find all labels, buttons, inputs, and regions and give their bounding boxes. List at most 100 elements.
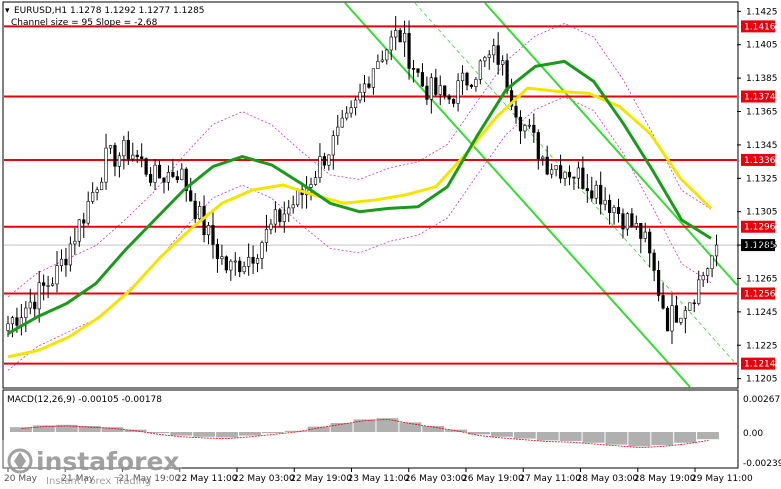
time-tick-label: 21 May 19:00 xyxy=(119,474,181,484)
level-tag xyxy=(741,287,775,300)
regression-channel xyxy=(344,2,738,388)
candle-body xyxy=(394,30,398,38)
candle-body xyxy=(33,301,37,310)
candle-body xyxy=(340,117,344,128)
candle-body xyxy=(612,207,616,213)
candle-body xyxy=(456,80,460,104)
candle-body xyxy=(590,190,594,199)
macd-bar xyxy=(216,432,239,438)
candle-body xyxy=(273,209,277,225)
macd-bar xyxy=(330,423,353,432)
candle-body xyxy=(545,156,549,175)
candle-body xyxy=(77,219,81,242)
candle-body xyxy=(166,172,171,183)
candle-body xyxy=(131,154,135,160)
watermark-tagline: Instant Forex Trading xyxy=(46,476,151,487)
candle-body xyxy=(149,174,153,183)
candle-body xyxy=(434,77,438,95)
price-tick-label: 1.1345 xyxy=(746,141,778,151)
candle-body xyxy=(282,213,286,222)
macd-bar xyxy=(536,432,559,441)
candle-body xyxy=(189,190,193,202)
macd-bar xyxy=(559,432,582,441)
candle-body xyxy=(291,204,295,209)
macd-bar xyxy=(674,432,697,443)
candle-body xyxy=(518,116,523,132)
candle-body xyxy=(438,85,442,95)
macd-bar xyxy=(101,427,124,432)
level-tag-label: 1.1336 xyxy=(744,156,776,166)
symbol-line: EURUSD,H1 1.1278 1.1292 1.1277 1.1285 xyxy=(14,6,205,16)
candle-body xyxy=(362,83,367,93)
candle-body xyxy=(55,265,59,285)
candle-body xyxy=(554,165,558,170)
candle-body xyxy=(429,77,433,100)
envelope-upper-line xyxy=(7,23,712,298)
candle-body xyxy=(331,135,335,156)
instaforex-logo-icon xyxy=(7,448,33,474)
level-tag xyxy=(741,153,775,166)
macd-bar xyxy=(376,418,399,432)
candle-body xyxy=(215,244,220,259)
candle-body xyxy=(99,181,104,191)
time-tick-label: 22 May 19:00 xyxy=(290,474,352,484)
candle-body xyxy=(211,225,215,245)
candle-body xyxy=(24,307,28,318)
macd-signal-line xyxy=(21,418,709,449)
candle-body xyxy=(86,201,90,224)
candle-body xyxy=(82,219,86,224)
candle-body xyxy=(42,282,46,286)
candle-body xyxy=(550,169,554,175)
candle-body xyxy=(336,126,340,136)
price-tick-label: 1.1405 xyxy=(746,41,778,51)
macd-bar xyxy=(399,422,422,432)
candle-body xyxy=(661,295,665,309)
indicator-line: Channel size = 95 Slope = -2.68 xyxy=(11,18,158,28)
watermark: instaforex Instant Forex Trading xyxy=(0,440,182,489)
candle-body xyxy=(643,231,647,239)
candle-body xyxy=(238,260,242,273)
candle-body xyxy=(398,30,402,43)
candle-body xyxy=(701,275,705,281)
level-tag-label: 1.1214 xyxy=(744,360,776,370)
ma-slow-line xyxy=(7,86,713,359)
time-tick-label: 28 May 03:00 xyxy=(577,474,639,484)
candle-body xyxy=(465,72,469,86)
macd-bar xyxy=(697,432,719,440)
candle-body xyxy=(117,155,122,167)
macd-bar xyxy=(582,432,605,443)
candle-body xyxy=(260,242,264,259)
price-tick-label: 1.1265 xyxy=(746,274,778,284)
candle-body xyxy=(639,222,643,239)
level-tag xyxy=(741,90,775,103)
candle-body xyxy=(175,176,179,181)
candle-body xyxy=(665,307,670,332)
candle-body xyxy=(670,305,674,332)
candle-body xyxy=(523,125,527,132)
candle-body xyxy=(420,72,425,87)
candle-body xyxy=(313,177,318,185)
candle-body xyxy=(91,192,95,202)
candle-body xyxy=(657,269,661,296)
price-tick-label: 1.1305 xyxy=(746,208,778,218)
candle-body xyxy=(407,32,411,69)
candle-body xyxy=(572,176,576,179)
support-resistance-levels: 1.1416 1.1374 1.1336 1.1296 1.1256 1.1214 1.12… xyxy=(4,20,776,370)
candle-body xyxy=(674,305,679,323)
candle-body xyxy=(416,68,420,73)
macd-bar xyxy=(10,427,32,432)
price-tick-label: 1.1245 xyxy=(746,308,778,318)
candle-body xyxy=(287,207,291,215)
candle-body xyxy=(474,79,478,87)
time-tick-label: 23 May 11:00 xyxy=(348,474,410,484)
candle-body xyxy=(135,154,139,158)
macd-bar xyxy=(55,424,78,432)
level-tag-label: 1.1416 xyxy=(744,22,776,32)
header-dropdown-icon[interactable]: ▾ xyxy=(5,6,10,16)
macd-tick-zero: 0.00 xyxy=(743,429,763,439)
candle-body xyxy=(224,256,228,271)
macd-panel-frame xyxy=(2,389,739,469)
candle-body xyxy=(558,165,563,179)
time-tick-label: 26 May 19:00 xyxy=(462,474,524,484)
